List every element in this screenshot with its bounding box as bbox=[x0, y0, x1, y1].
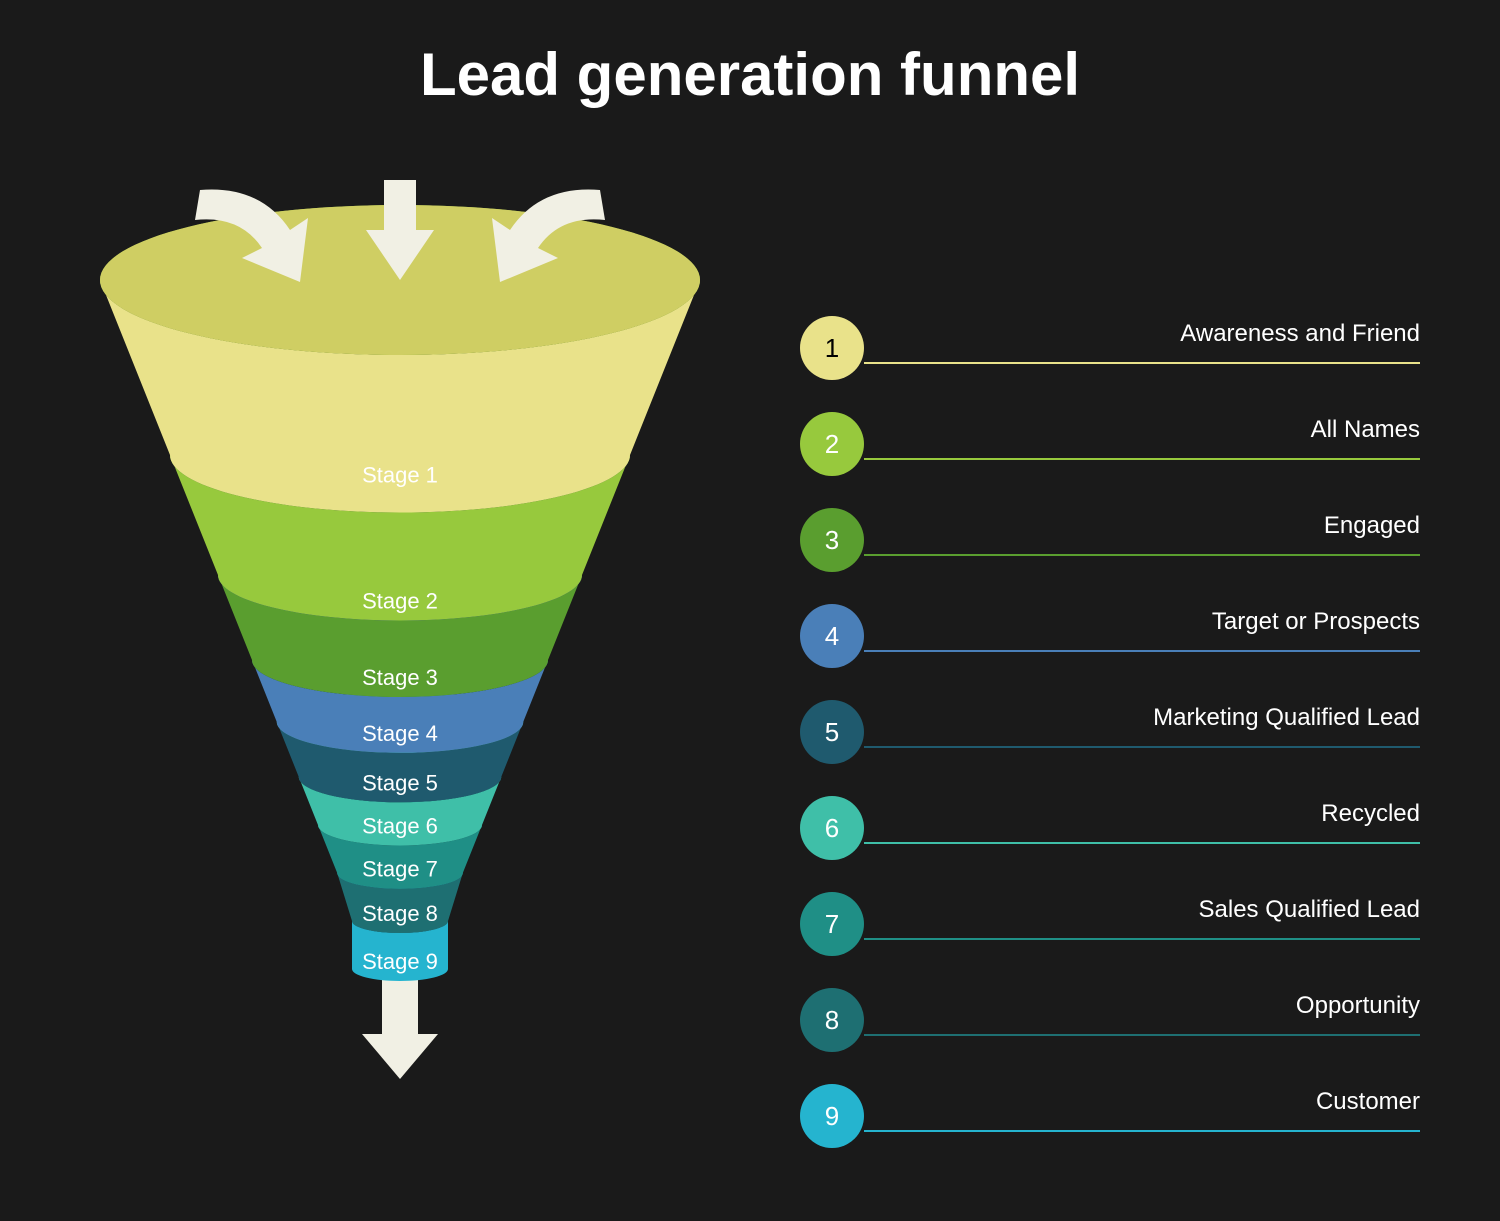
funnel-stage-label-6: Stage 6 bbox=[362, 814, 438, 839]
legend-label-3: Engaged bbox=[1324, 512, 1420, 540]
legend-circle-1: 1 bbox=[800, 316, 864, 380]
legend-circle-6: 6 bbox=[800, 796, 864, 860]
legend-line-9 bbox=[864, 1130, 1420, 1132]
legend-line-2 bbox=[864, 458, 1420, 460]
funnel-stage-label-7: Stage 7 bbox=[362, 857, 438, 882]
legend-line-1 bbox=[864, 362, 1420, 364]
legend-label-1: Awareness and Friend bbox=[1180, 320, 1420, 348]
funnel-stage-label-2: Stage 2 bbox=[362, 589, 438, 614]
legend-row-3: 3 Engaged bbox=[800, 492, 1420, 588]
legend-row-1: 1 Awareness and Friend bbox=[800, 300, 1420, 396]
funnel-stage-label-8: Stage 8 bbox=[362, 901, 438, 926]
legend-row-6: 6 Recycled bbox=[800, 780, 1420, 876]
legend-circle-2: 2 bbox=[800, 412, 864, 476]
legend-label-7: Sales Qualified Lead bbox=[1199, 896, 1420, 924]
legend-label-2: All Names bbox=[1311, 416, 1420, 444]
legend-line-8 bbox=[864, 1034, 1420, 1036]
legend-label-4: Target or Prospects bbox=[1212, 608, 1420, 636]
legend-row-4: 4 Target or Prospects bbox=[800, 588, 1420, 684]
funnel-stage-label-3: Stage 3 bbox=[362, 665, 438, 690]
legend-circle-4: 4 bbox=[800, 604, 864, 668]
legend-line-6 bbox=[864, 842, 1420, 844]
legend-circle-5: 5 bbox=[800, 700, 864, 764]
funnel-stage-label-5: Stage 5 bbox=[362, 770, 438, 795]
legend-line-3 bbox=[864, 554, 1420, 556]
funnel-svg: Stage 1 Stage 2 Stage 3 Stage 4 Stage 5 Stage… bbox=[80, 170, 720, 1170]
legend-row-9: 9 Customer bbox=[800, 1068, 1420, 1164]
legend-row-5: 5 Marketing Qualified Lead bbox=[800, 684, 1420, 780]
legend-circle-7: 7 bbox=[800, 892, 864, 956]
legend-line-7 bbox=[864, 938, 1420, 940]
legend-circle-9: 9 bbox=[800, 1084, 864, 1148]
page-title: Lead generation funnel bbox=[0, 40, 1500, 109]
legend-label-8: Opportunity bbox=[1296, 992, 1420, 1020]
output-arrow-icon bbox=[362, 979, 438, 1079]
legend-label-5: Marketing Qualified Lead bbox=[1153, 704, 1420, 732]
legend-label-9: Customer bbox=[1316, 1088, 1420, 1116]
legend-row-8: 8 Opportunity bbox=[800, 972, 1420, 1068]
legend: 1 Awareness and Friend 2 All Names 3 Engaged 4… bbox=[800, 300, 1420, 1164]
legend-label-6: Recycled bbox=[1321, 800, 1420, 828]
legend-row-2: 2 All Names bbox=[800, 396, 1420, 492]
funnel-stage-label-4: Stage 4 bbox=[362, 721, 438, 746]
legend-line-5 bbox=[864, 746, 1420, 748]
legend-circle-8: 8 bbox=[800, 988, 864, 1052]
funnel-stage-label-1: Stage 1 bbox=[362, 463, 438, 488]
funnel-chart: Stage 1 Stage 2 Stage 3 Stage 4 Stage 5 Stage… bbox=[80, 170, 720, 1170]
legend-row-7: 7 Sales Qualified Lead bbox=[800, 876, 1420, 972]
legend-line-4 bbox=[864, 650, 1420, 652]
page: Lead generation funnel Stage 1Stage 2Sta… bbox=[0, 0, 1500, 1221]
funnel-stage-label-9: Stage 9 bbox=[362, 949, 438, 974]
legend-circle-3: 3 bbox=[800, 508, 864, 572]
